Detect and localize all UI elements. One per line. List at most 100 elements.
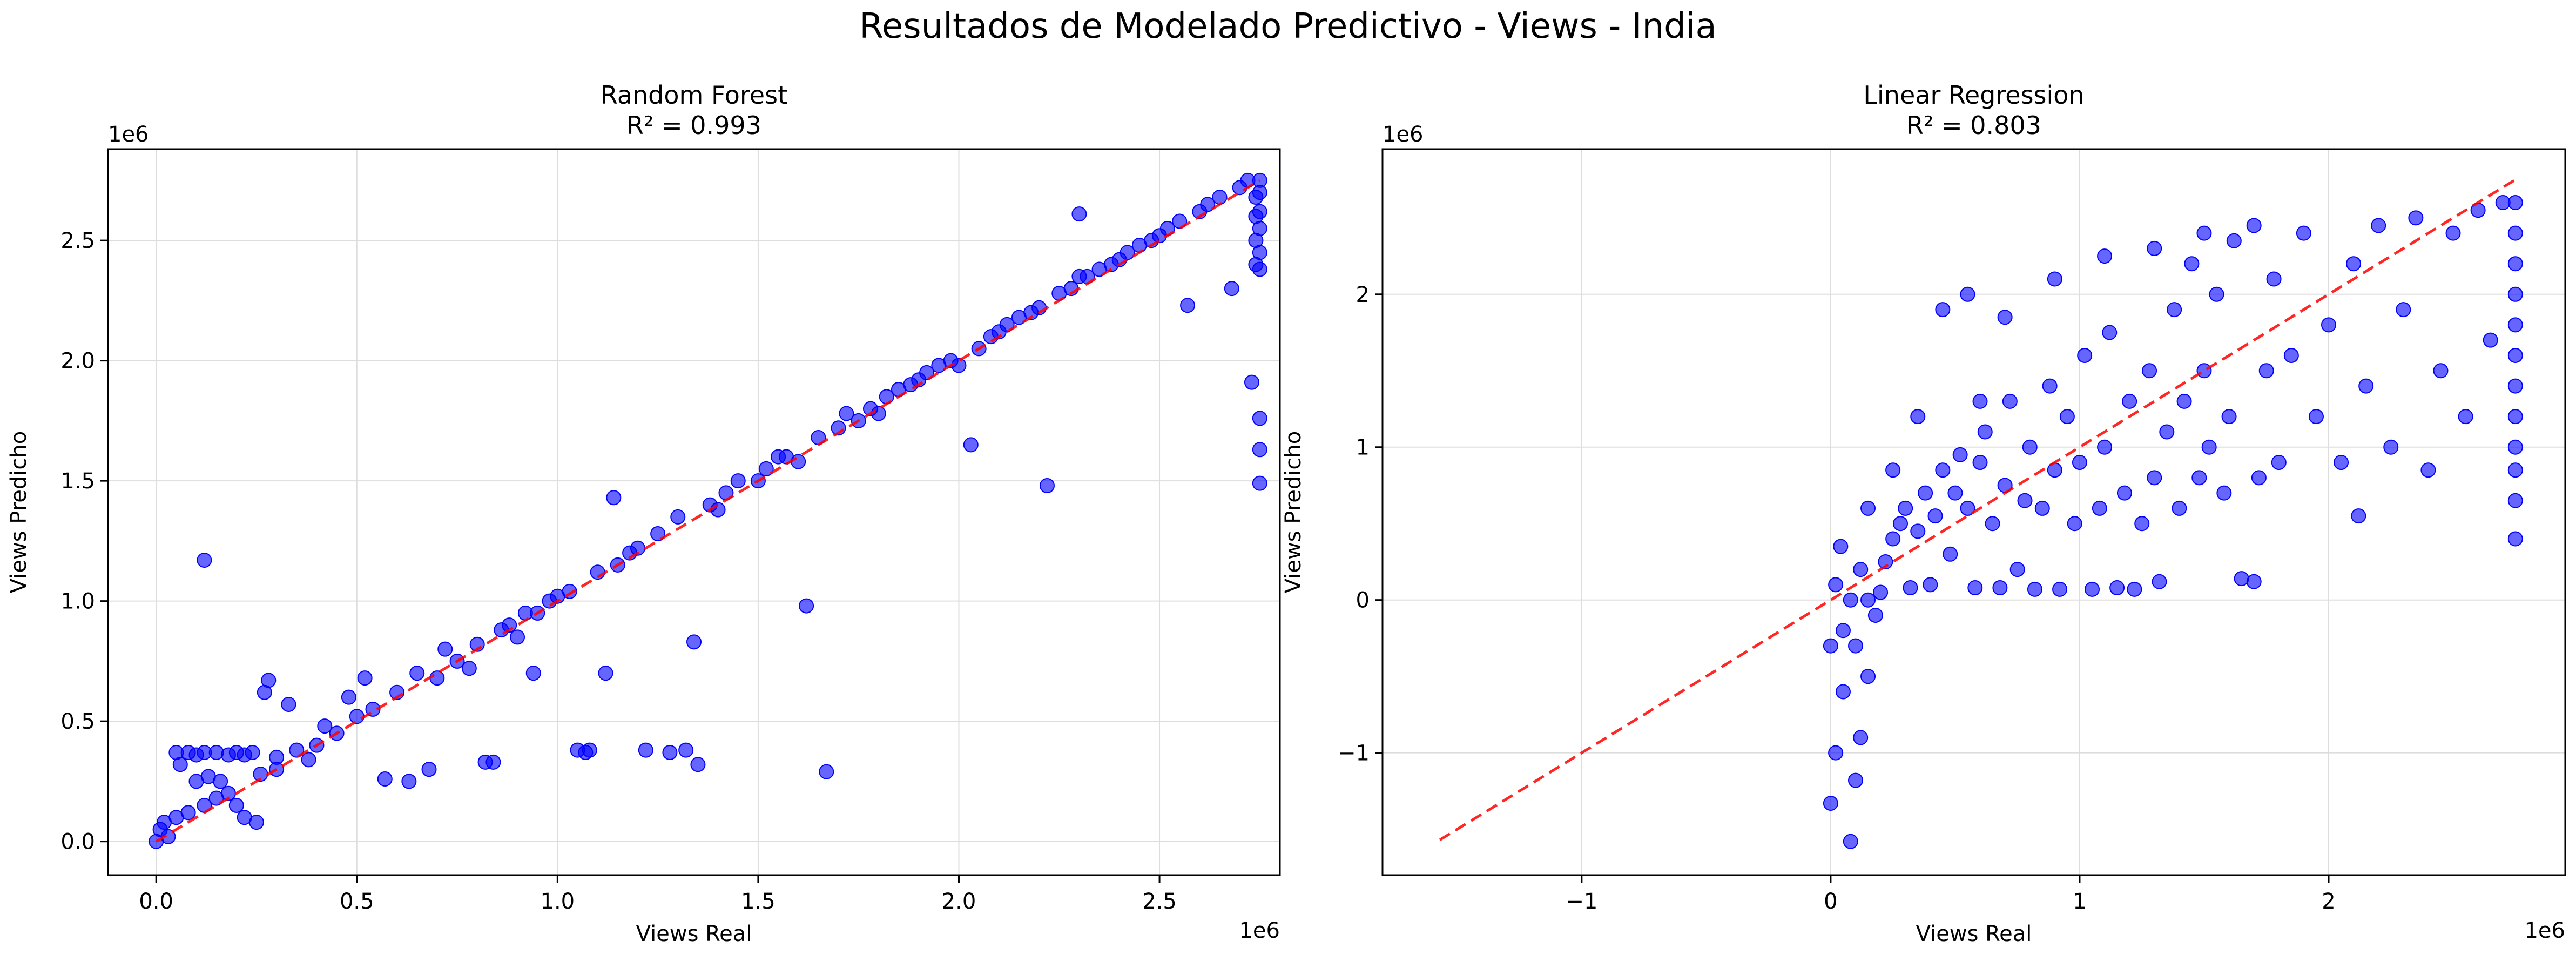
data-point [1848,638,1863,654]
data-point [2201,439,2217,455]
data-point [2196,225,2212,241]
data-point [245,745,260,761]
data-point [2142,363,2157,379]
data-point [963,437,979,453]
y-offset-label: 1e6 [1383,122,1424,147]
data-point [2067,516,2082,532]
data-point [269,749,285,765]
data-point [2002,393,2018,409]
data-point [1172,213,1188,229]
data-point [819,764,834,779]
data-point [1960,500,1975,516]
data-point [2127,581,2142,597]
data-point [2351,508,2366,524]
data-point [437,641,453,657]
data-point [2147,240,2162,256]
x-tick-label: 1 [2073,889,2086,914]
data-point [1848,772,1863,788]
r2-label: R² = 0.993 [626,111,761,140]
data-point [2321,317,2336,333]
data-point [248,815,264,830]
data-point [197,553,212,568]
data-point [2507,531,2523,547]
data-point [172,757,188,772]
x-tick-label: 1.5 [741,889,776,914]
x-tick-label: 2.0 [942,889,976,914]
data-point [2172,500,2187,516]
data-point [2216,485,2232,501]
data-point [1935,302,1951,318]
y-tick-label: 0 [1356,588,1370,613]
data-point [281,697,296,713]
data-point [1892,516,1908,532]
data-point [2221,409,2237,425]
data-point [1120,245,1135,260]
data-point [1248,257,1264,272]
axes-frame [107,148,1281,876]
data-point [799,598,814,614]
data-point [1878,554,1893,569]
data-point [1248,190,1264,205]
identity-line [155,179,1261,843]
y-axis-label: Views Predicho [1281,431,1306,593]
data-point [2072,455,2087,471]
data-point [2408,210,2424,226]
data-point [2334,455,2349,471]
data-point [2152,574,2167,589]
data-point [1828,577,1844,593]
data-point [525,666,541,681]
data-point [1200,197,1216,212]
data-point [2507,493,2523,508]
data-point [377,771,393,787]
data-point [2234,571,2249,587]
data-point [2507,195,2523,211]
data-point [2507,256,2523,272]
data-point [1997,310,2013,325]
x-offset-label: 1e6 [2524,918,2565,943]
data-point [1992,580,2008,596]
data-point [690,757,706,772]
data-point [2507,225,2523,241]
data-point [2059,409,2075,425]
data-point [1910,523,1926,539]
data-point [2109,580,2125,596]
x-axis-label: Views Real [1916,922,2032,946]
data-point [2507,409,2523,425]
data-point [582,742,597,758]
data-point [1843,834,1858,849]
r2-label: R² = 0.803 [1906,111,2041,140]
y-tick-label: 2.0 [60,349,95,374]
data-point [2507,462,2523,478]
x-tick-label: 0.5 [340,889,374,914]
data-point [1071,206,1087,222]
data-point [2085,581,2100,597]
subplot-title: Linear Regression [1863,80,2084,110]
data-point [662,745,678,761]
data-point [2134,516,2150,532]
data-point [1835,684,1851,700]
identity-line [1439,178,2517,842]
data-point [2483,332,2498,348]
data-point [2346,256,2362,272]
data-point [1835,623,1851,639]
data-point [2167,302,2182,318]
data-point [2097,248,2113,264]
data-point [2047,462,2062,478]
data-point [1985,516,2000,532]
y-tick-label: 1.0 [60,589,95,614]
data-point [289,742,305,758]
data-point [1885,531,1901,547]
data-point [919,365,935,380]
data-point [1039,478,1055,494]
data-point [1910,409,1926,425]
data-point [2445,225,2461,241]
data-point [598,666,613,681]
data-point [1823,796,1838,811]
data-point [1860,669,1876,684]
data-point [2258,363,2274,379]
data-point [839,406,854,421]
data-point [2420,462,2436,478]
data-point [2383,439,2399,455]
y-tick-label: 2.5 [60,229,95,253]
data-point [228,797,244,813]
